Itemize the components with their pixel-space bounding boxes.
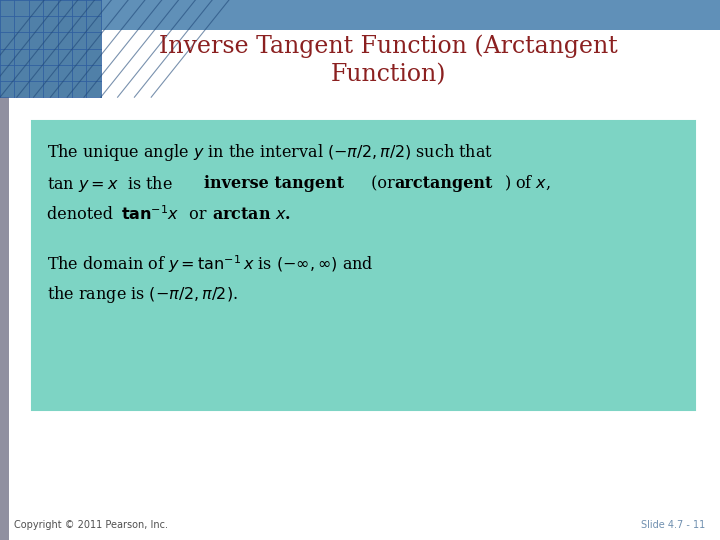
- Text: Inverse Tangent Function (Arctangent: Inverse Tangent Function (Arctangent: [159, 34, 618, 58]
- Bar: [0, 0, 720, 30]
- Text: ) of $x$,: ) of $x$,: [504, 174, 551, 193]
- Text: arctangent: arctangent: [395, 175, 493, 192]
- Bar: [32, 122, 695, 410]
- Text: tan $y = x$  is the: tan $y = x$ is the: [47, 173, 174, 194]
- Text: inverse tangent: inverse tangent: [204, 175, 344, 192]
- Text: The domain of $y = \tan^{-1}x$ is $(-\infty, \infty)$ and: The domain of $y = \tan^{-1}x$ is $(-\in…: [47, 254, 374, 275]
- Text: the range is $(-\pi / 2, \pi / 2)$.: the range is $(-\pi / 2, \pi / 2)$.: [47, 284, 238, 305]
- Text: or: or: [184, 206, 211, 224]
- Text: (or: (or: [366, 175, 400, 192]
- Text: Function): Function): [331, 63, 446, 86]
- Text: Copyright © 2011 Pearson, Inc.: Copyright © 2011 Pearson, Inc.: [14, 520, 168, 530]
- Text: $\bf{tan}$$^{-1}$$\bf{\mathit{x}}$: $\bf{tan}$$^{-1}$$\bf{\mathit{x}}$: [121, 206, 179, 224]
- Text: denoted: denoted: [47, 206, 118, 224]
- Bar: [0, 0, 101, 97]
- Bar: [0, 0, 9, 540]
- Text: Slide 4.7 - 11: Slide 4.7 - 11: [642, 520, 706, 530]
- Text: The unique angle $y$ in the interval $(-\pi / 2, \pi / 2)$ such that: The unique angle $y$ in the interval $(-…: [47, 142, 493, 163]
- Text: arctan $\bf{\mathit{x}}$.: arctan $\bf{\mathit{x}}$.: [212, 206, 292, 224]
